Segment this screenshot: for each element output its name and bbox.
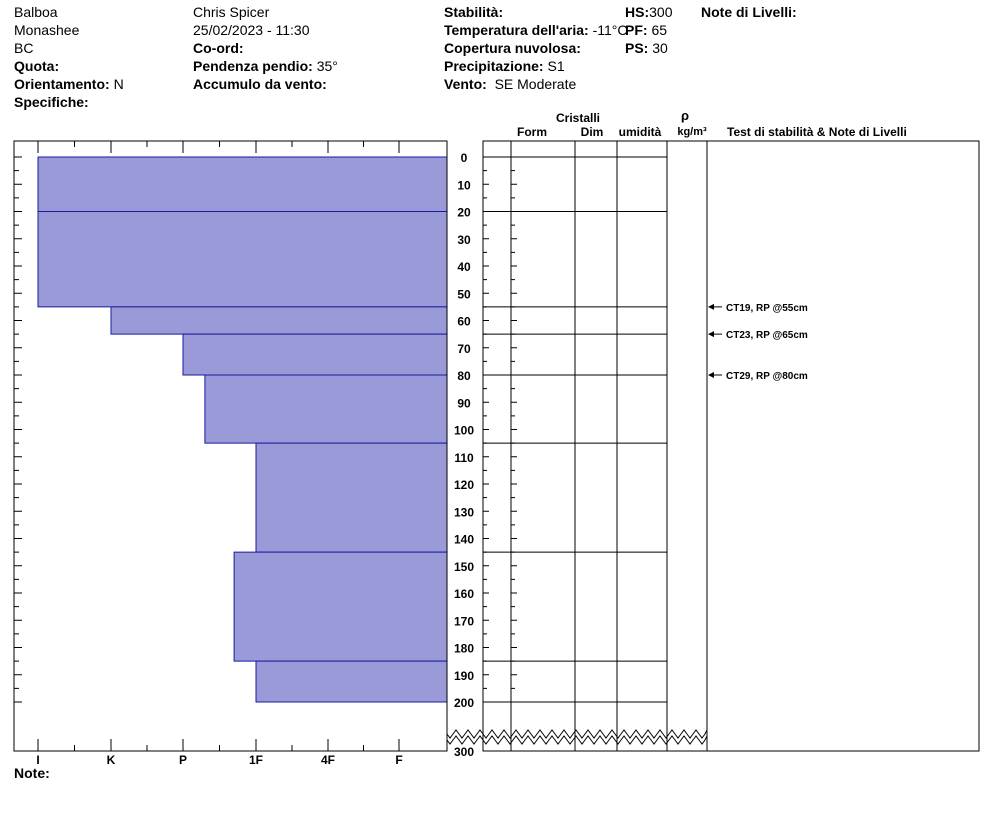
depth-label: 70 [457,342,471,356]
slope-value: 35° [316,58,338,74]
specifics-label: Specifiche: [14,94,89,110]
depth-label: 0 [461,151,468,165]
axis-break [446,735,708,745]
ps-value: 30 [652,40,668,56]
hardness-tick-label: I [36,753,39,767]
depth-label: 20 [457,206,471,220]
region: BC [14,40,34,56]
test-label: CT29, RP @80cm [726,371,808,382]
depth-label: 60 [457,315,471,329]
depth-label: 40 [457,260,471,274]
depth-label: 100 [454,424,474,438]
hardness-tick-label: F [395,753,402,767]
depth-label: 300 [454,745,474,759]
wind-loading-label: Accumulo da vento: [193,76,327,92]
hardness-bar [182,333,448,376]
notes-label: Note: [14,765,50,781]
datetime: 25/02/2023 - 11:30 [193,22,310,38]
depth-label: 180 [454,642,474,656]
wind: Vento: SE Moderate [444,76,577,92]
table-frame [482,140,980,752]
sky-label: Copertura nuvolosa: [444,40,581,56]
observer: Chris Spicer [193,4,270,20]
location: Balboa [14,4,58,20]
depth-label: 50 [457,287,471,301]
depth-label: 130 [454,505,474,519]
column-header-crystals: Cristalli [556,111,600,125]
slope: Pendenza pendio: 35° [193,58,338,74]
elevation-label: Quota: [14,58,60,74]
depth-label: 150 [454,560,474,574]
depth-label: 90 [457,396,471,410]
hardness-tick-label: K [107,753,116,767]
depth-label: 80 [457,369,471,383]
depth-label: 10 [457,178,471,192]
hs: HS:300 [625,4,673,20]
test-label: CT23, RP @65cm [726,330,808,341]
coord-label: Co-ord: [193,40,244,56]
hardness-bar [37,156,448,212]
wind-value: SE Moderate [494,76,577,92]
depth-label: 140 [454,533,474,547]
depth-label: 190 [454,669,474,683]
hardness-tick-label: 1F [249,753,263,767]
test-arrow-head [708,331,714,338]
precip-value: S1 [547,58,565,74]
hardness-bar [255,442,448,553]
column-header-form: Form [517,125,547,139]
hs-value: 300 [649,4,673,20]
aspect: Orientamento: N [14,76,124,92]
pf-value: 65 [651,22,668,38]
depth-label: 160 [454,587,474,601]
air-temp-value: -11°C [592,22,628,38]
axis-break [446,729,708,739]
air-temp: Temperatura dell'aria: -11°C [444,22,628,38]
column-header-tests: Test di stabilità & Note di Livelli [727,125,907,139]
layer-notes-label: Note di Livelli: [701,4,797,20]
hardness-tick-label: 4F [321,753,335,767]
test-arrow-head [708,372,714,378]
depth-label: 120 [454,478,474,492]
column-header-size: Dim [581,125,604,139]
depth-label: 30 [457,233,471,247]
column-header-rho: ρ [681,108,689,123]
hardness-bar [233,551,448,662]
chart-marks: SNOW PILOTIKP1F4FF0102030405060708090100… [13,108,980,767]
ps: PS: 30 [625,40,668,56]
depth-label: 170 [454,614,474,628]
column-header-density-unit: kg/m³ [677,126,707,138]
hardness-bar [204,374,448,444]
hardness-bar [37,211,448,308]
hardness-tick-label: P [179,753,187,767]
depth-label: 110 [454,451,474,465]
hardness-bar [110,306,448,335]
test-arrow-head [708,303,714,310]
depth-label: 200 [454,696,474,710]
test-label: CT19, RP @55cm [726,303,808,314]
hardness-panel-frame [13,140,448,752]
stability-label: Stabilità: [444,4,504,20]
column-header-moisture: umidità [619,125,662,139]
precip: Precipitazione: S1 [444,58,565,74]
range: Monashee [14,22,80,38]
hardness-bar [255,660,448,703]
aspect-value: N [113,76,124,92]
pf: PF: 65 [625,22,668,38]
